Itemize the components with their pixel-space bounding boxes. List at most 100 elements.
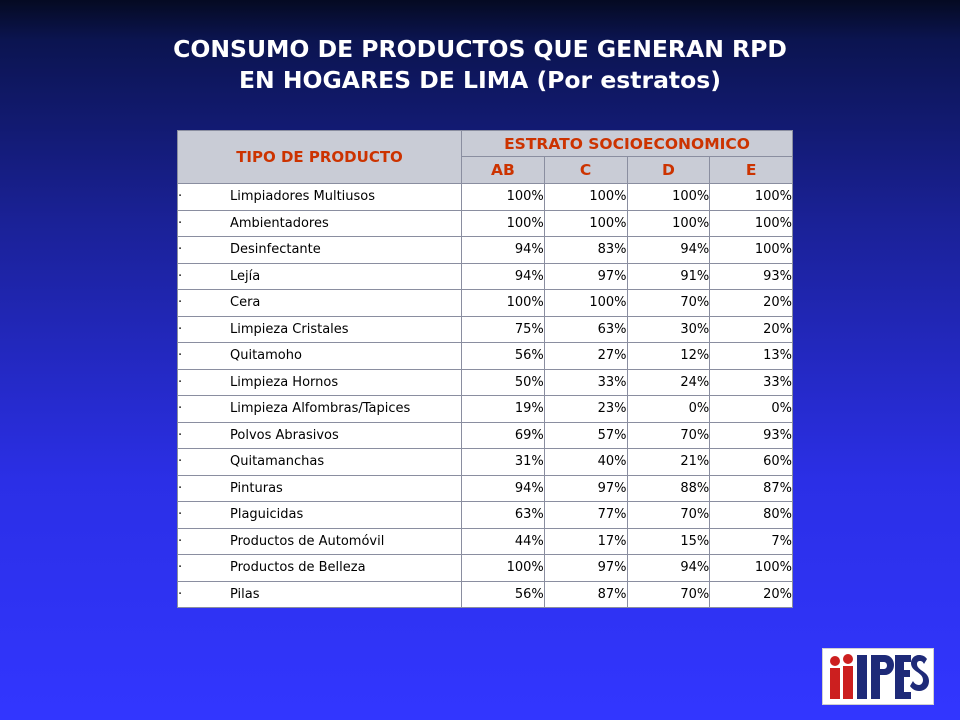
product-name-cell: · Desinfectante xyxy=(177,236,462,264)
header-socioeconomic-stratum: ESTRATO SOCIOECONOMICO xyxy=(460,130,794,157)
product-name: Limpieza Cristales xyxy=(230,321,349,337)
table-row: · Quitamanchas 31% 40% 21% 60% xyxy=(177,448,794,476)
value-cell-ab: 19% xyxy=(461,395,545,423)
value-cell-d: 94% xyxy=(626,554,711,582)
value-cell-e: 100% xyxy=(709,236,794,264)
table-row: · Lejía 94% 97% 91% 93% xyxy=(177,262,794,290)
product-name-cell: · Polvos Abrasivos xyxy=(177,421,462,449)
table-row: · Plaguicidas 63% 77% 70% 80% xyxy=(177,501,794,529)
table-row: · Polvos Abrasivos 69% 57% 70% 93% xyxy=(177,421,794,449)
value-cell-e: 33% xyxy=(709,368,794,396)
value-cell-c: 40% xyxy=(543,448,628,476)
table-row: · Productos de Automóvil 44% 17% 15% 7% xyxy=(177,527,794,555)
bullet-icon: · xyxy=(178,586,183,602)
value-cell-d: 100% xyxy=(626,183,711,211)
bullet-icon: · xyxy=(178,321,183,337)
value-cell-e: 60% xyxy=(709,448,794,476)
value-cell-c: 57% xyxy=(543,421,628,449)
product-name-cell: · Limpieza Alfombras/Tapices xyxy=(177,395,462,423)
value-cell-ab: 100% xyxy=(461,289,545,317)
value-cell-ab: 100% xyxy=(461,183,545,211)
product-name-cell: · Pilas xyxy=(177,580,462,608)
bullet-icon: · xyxy=(178,560,183,576)
value-cell-e: 87% xyxy=(709,474,794,502)
product-name-cell: · Ambientadores xyxy=(177,209,462,237)
value-cell-e: 100% xyxy=(709,183,794,211)
value-cell-e: 20% xyxy=(709,580,794,608)
product-name: Limpieza Alfombras/Tapices xyxy=(230,401,411,417)
table-row: · Limpiadores Multiusos 100% 100% 100% 100% xyxy=(177,183,794,211)
table-row: · Ambientadores 100% 100% 100% 100% xyxy=(177,209,794,237)
product-name: Productos de Automóvil xyxy=(230,533,385,549)
product-name: Limpieza Hornos xyxy=(230,374,339,390)
value-cell-d: 12% xyxy=(626,342,711,370)
bullet-icon: · xyxy=(178,533,183,549)
bullet-icon: · xyxy=(178,215,183,231)
value-cell-c: 77% xyxy=(543,501,628,529)
value-cell-e: 20% xyxy=(709,289,794,317)
bullet-icon: · xyxy=(178,189,183,205)
bullet-icon: · xyxy=(178,454,183,470)
value-cell-c: 97% xyxy=(543,474,628,502)
product-name: Quitamanchas xyxy=(230,454,325,470)
value-cell-c: 83% xyxy=(543,236,628,264)
bullet-icon: · xyxy=(178,295,183,311)
bullet-icon: · xyxy=(178,427,183,443)
value-cell-c: 17% xyxy=(543,527,628,555)
product-name: Ambientadores xyxy=(230,215,329,231)
value-cell-d: 70% xyxy=(626,580,711,608)
consumption-table: TIPO DE PRODUCTO ESTRATO SOCIOECONOMICO … xyxy=(177,130,794,608)
value-cell-d: 24% xyxy=(626,368,711,396)
table-row: · Desinfectante 94% 83% 94% 100% xyxy=(177,236,794,264)
bullet-icon: · xyxy=(178,348,183,364)
value-cell-c: 87% xyxy=(543,580,628,608)
product-name-cell: · Limpieza Hornos xyxy=(177,368,462,396)
product-name-cell: · Plaguicidas xyxy=(177,501,462,529)
bullet-icon: · xyxy=(178,507,183,523)
value-cell-ab: 56% xyxy=(461,580,545,608)
header-product-type: TIPO DE PRODUCTO xyxy=(177,130,462,184)
product-name: Cera xyxy=(230,295,261,311)
value-cell-d: 30% xyxy=(626,315,711,343)
header-stratum-d: D xyxy=(626,156,711,184)
product-name-cell: · Limpieza Cristales xyxy=(177,315,462,343)
value-cell-e: 100% xyxy=(709,209,794,237)
table-row: · Cera 100% 100% 70% 20% xyxy=(177,289,794,317)
value-cell-ab: 56% xyxy=(461,342,545,370)
product-name-cell: · Lejía xyxy=(177,262,462,290)
value-cell-c: 97% xyxy=(543,262,628,290)
product-name-cell: · Pinturas xyxy=(177,474,462,502)
bullet-icon: · xyxy=(178,268,183,284)
bullet-icon: · xyxy=(178,480,183,496)
value-cell-e: 100% xyxy=(709,554,794,582)
product-name: Productos de Belleza xyxy=(230,560,366,576)
value-cell-d: 0% xyxy=(626,395,711,423)
product-name: Lejía xyxy=(230,268,261,284)
value-cell-c: 27% xyxy=(543,342,628,370)
product-name-cell: · Cera xyxy=(177,289,462,317)
title-line-1: CONSUMO DE PRODUCTOS QUE GENERAN RPD xyxy=(173,35,787,63)
value-cell-e: 93% xyxy=(709,262,794,290)
product-name: Pilas xyxy=(230,586,260,602)
header-stratum-c: C xyxy=(543,156,628,184)
product-name-cell: · Quitamoho xyxy=(177,342,462,370)
value-cell-c: 100% xyxy=(543,209,628,237)
value-cell-d: 94% xyxy=(626,236,711,264)
value-cell-ab: 44% xyxy=(461,527,545,555)
value-cell-ab: 63% xyxy=(461,501,545,529)
product-name: Pinturas xyxy=(230,480,283,496)
value-cell-d: 91% xyxy=(626,262,711,290)
value-cell-e: 0% xyxy=(709,395,794,423)
value-cell-d: 21% xyxy=(626,448,711,476)
table-row: · Productos de Belleza 100% 97% 94% 100% xyxy=(177,554,794,582)
bullet-icon: · xyxy=(178,242,183,258)
value-cell-c: 63% xyxy=(543,315,628,343)
table-body: · Limpiadores Multiusos 100% 100% 100% 100% · A… xyxy=(177,183,794,608)
header-stratum-e: E xyxy=(709,156,794,184)
value-cell-ab: 69% xyxy=(461,421,545,449)
value-cell-c: 97% xyxy=(543,554,628,582)
value-cell-c: 100% xyxy=(543,183,628,211)
product-name-cell: · Productos de Automóvil xyxy=(177,527,462,555)
product-name: Limpiadores Multiusos xyxy=(230,189,376,205)
value-cell-d: 70% xyxy=(626,421,711,449)
